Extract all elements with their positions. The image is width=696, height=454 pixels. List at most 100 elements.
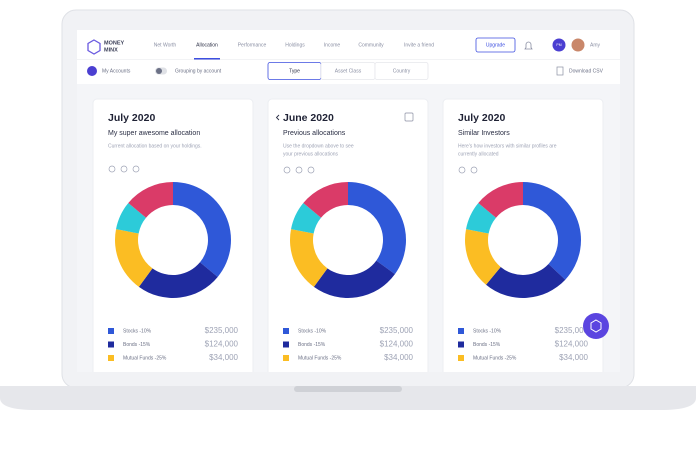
nav-item[interactable]: Income [324, 42, 341, 48]
legend-label: Mutual Funds -25% [123, 355, 167, 361]
donut-segment [348, 182, 406, 275]
donut-segment [291, 203, 322, 234]
legend-label: Bonds -15% [473, 342, 501, 348]
legend-amount: $124,000 [380, 340, 414, 349]
avatar[interactable] [571, 38, 585, 52]
card-icon[interactable] [132, 165, 140, 173]
donut-segment [115, 229, 153, 287]
fab-icon [590, 319, 602, 333]
legend-label: Mutual Funds -25% [473, 355, 517, 361]
nav-item[interactable]: Allocation [196, 42, 218, 48]
card-icon[interactable] [108, 165, 116, 173]
legend-swatch [108, 328, 114, 334]
prev-arrow[interactable] [275, 114, 280, 121]
initials-badge [552, 38, 566, 52]
fab[interactable] [583, 313, 609, 339]
legend-label: Stocks -10% [123, 328, 152, 334]
grouping-label: Grouping by account [175, 68, 222, 74]
legend-label: Stocks -10% [298, 328, 327, 334]
card-description: your previous allocations [283, 151, 339, 157]
legend-swatch [108, 341, 114, 348]
donut-segment [523, 182, 581, 280]
nav-item[interactable]: Community [358, 42, 384, 48]
card-subtitle: Similar Investors [458, 130, 510, 137]
nav-item[interactable]: Performance [238, 42, 267, 48]
card-subtitle: My super awesome allocation [108, 130, 200, 137]
brand: MONEY [104, 40, 125, 46]
legend-label: Bonds -15% [123, 342, 151, 348]
card-description: Current allocation based on your holding… [108, 143, 202, 149]
donut-segment [303, 182, 348, 218]
card-description: Use the dropdown above to see [283, 143, 354, 149]
card-icon[interactable] [307, 166, 315, 174]
donut-segment [313, 260, 395, 298]
legend-amount: $34,000 [559, 353, 588, 362]
tab[interactable] [374, 62, 429, 80]
legend-swatch [283, 355, 289, 361]
card-icon[interactable] [120, 165, 128, 173]
toggle-knob [156, 68, 162, 74]
tab-label: Type [289, 68, 300, 74]
nav-item[interactable]: Net Worth [154, 42, 177, 48]
legend-amount: $124,000 [555, 340, 589, 349]
nav-underline [194, 58, 220, 60]
legend-amount: $34,000 [384, 353, 413, 362]
bell-icon[interactable] [524, 41, 533, 50]
donut-segment [173, 182, 231, 277]
legend-amount: $235,000 [205, 326, 239, 335]
nav-item[interactable]: Holdings [285, 42, 305, 48]
download-link[interactable]: Download CSV [569, 68, 604, 74]
card [267, 98, 429, 372]
card-icon[interactable] [458, 166, 466, 174]
donut-segment [478, 182, 523, 218]
card-title: July 2020 [458, 112, 505, 124]
legend-amount: $34,000 [209, 353, 238, 362]
donut-segment [290, 229, 328, 287]
card [92, 98, 254, 372]
laptop-base [0, 386, 696, 410]
card-icon[interactable] [283, 166, 291, 174]
accounts-dropdown[interactable]: My Accounts [102, 68, 131, 74]
nav-item[interactable]: Invite a friend [404, 42, 434, 48]
initials: PM [556, 43, 561, 47]
donut-segment [116, 203, 147, 234]
card [442, 98, 604, 372]
legend-label: Bonds -15% [298, 342, 326, 348]
card-icon[interactable] [470, 166, 478, 174]
card-description: currently allocated [458, 151, 499, 157]
legend-amount: $235,000 [555, 326, 589, 335]
donut-segment [466, 203, 497, 234]
legend-swatch [458, 341, 464, 348]
legend-amount: $235,000 [380, 326, 414, 335]
brand: MINX [104, 47, 118, 53]
card-icon[interactable] [295, 166, 303, 174]
user-name: Amy [590, 42, 601, 48]
accounts-icon [87, 66, 97, 76]
top-bar [77, 30, 620, 60]
card-title: July 2020 [108, 112, 155, 124]
tab-label: Asset Class [335, 68, 362, 74]
calendar-icon[interactable] [404, 112, 414, 122]
legend-swatch [458, 355, 464, 361]
legend-swatch [283, 341, 289, 348]
card-subtitle: Previous allocations [283, 130, 346, 137]
upgrade-label: Upgrade [486, 42, 505, 48]
donut-segment [128, 182, 173, 218]
logo-icon [87, 39, 101, 55]
download-icon[interactable] [556, 66, 564, 76]
tab-label: Country [393, 68, 411, 74]
legend-label: Stocks -10% [473, 328, 502, 334]
upgrade-button[interactable] [475, 37, 516, 53]
donut-segment [138, 262, 218, 298]
legend-swatch [283, 328, 289, 334]
donut-segment [486, 263, 566, 298]
card-description: Here's how investors with similar profil… [458, 143, 557, 149]
legend-label: Mutual Funds -25% [298, 355, 342, 361]
legend-amount: $124,000 [205, 340, 239, 349]
card-title: June 2020 [283, 112, 334, 124]
donut-segment [465, 229, 501, 285]
base-notch [294, 386, 402, 392]
